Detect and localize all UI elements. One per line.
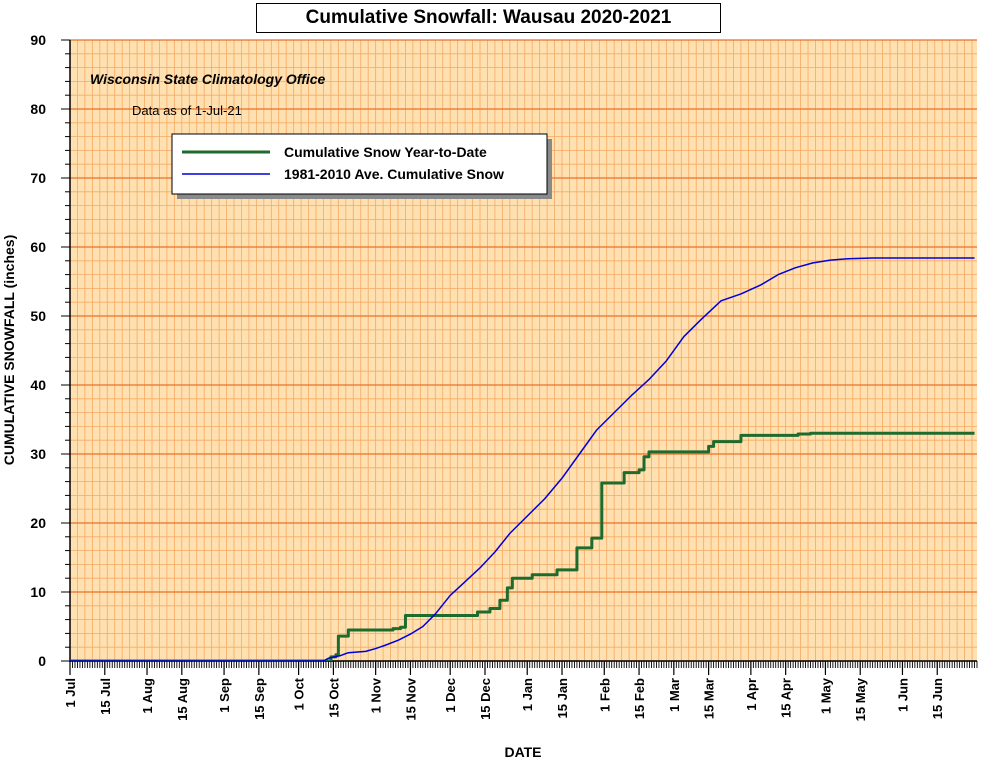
x-tick-label: 15 Mar <box>702 678 717 719</box>
x-tick-label: 1 May <box>818 677 833 714</box>
data-series <box>70 257 975 661</box>
x-tick-label: 15 May <box>853 677 868 721</box>
x-tick-label: 15 Sep <box>252 678 267 720</box>
y-axis-label: CUMULATIVE SNOWFALL (inches) <box>1 235 17 465</box>
x-tick-label: 1 Oct <box>292 677 307 710</box>
x-tick-label: 1 Jun <box>895 678 910 712</box>
legend-label-ytd: Cumulative Snow Year-to-Date <box>284 144 487 160</box>
plot-background <box>70 40 977 661</box>
y-tick-label: 0 <box>38 653 46 669</box>
y-tick-label: 80 <box>30 101 46 117</box>
y-tick-label: 70 <box>30 170 46 186</box>
legend-label-average: 1981-2010 Ave. Cumulative Snow <box>284 166 504 182</box>
y-tick-label: 10 <box>30 584 46 600</box>
x-tick-label: 1 Dec <box>443 678 458 713</box>
x-tick-label: 1 Feb <box>597 678 612 712</box>
data-date-note: Data as of 1-Jul-21 <box>132 103 242 118</box>
x-tick-label: 15 Apr <box>779 678 794 718</box>
y-tick-label: 50 <box>30 308 46 324</box>
legend-box <box>171 133 548 195</box>
x-tick-label: 1 Mar <box>667 678 682 712</box>
x-tick-label: 1 Apr <box>744 678 759 711</box>
chart-title: Cumulative Snowfall: Wausau 2020-2021 <box>256 3 721 33</box>
x-tick-label: 1 Jul <box>63 678 78 708</box>
x-tick-label: 1 Sep <box>217 678 232 713</box>
x-tick-label: 1 Aug <box>140 678 155 714</box>
average-snow-line <box>70 257 975 661</box>
x-tick-label: 15 Aug <box>175 678 190 721</box>
x-tick-label: 1 Jan <box>520 678 535 711</box>
y-tick-label: 90 <box>30 32 46 48</box>
x-tick-label: 15 Oct <box>326 677 341 717</box>
x-tick-label: 15 Jun <box>930 678 945 719</box>
x-axis-label: DATE <box>504 744 541 760</box>
x-tick-label: 1 Nov <box>369 677 384 713</box>
x-tick-label: 15 Nov <box>403 677 418 720</box>
x-tick-label: 15 Feb <box>632 678 647 719</box>
source-text: Wisconsin State Climatology Office <box>90 71 326 87</box>
y-tick-label: 40 <box>30 377 46 393</box>
x-tick-label: 15 Dec <box>478 678 493 720</box>
y-tick-label: 60 <box>30 239 46 255</box>
grid-lines <box>69 39 977 662</box>
x-tick-label: 15 Jul <box>98 678 113 715</box>
x-tick-label: 15 Jan <box>555 678 570 719</box>
y-tick-label: 20 <box>30 515 46 531</box>
y-tick-label: 30 <box>30 446 46 462</box>
ytd-snow-line <box>70 431 975 661</box>
legend: Cumulative Snow Year-to-Date 1981-2010 A… <box>171 133 552 199</box>
